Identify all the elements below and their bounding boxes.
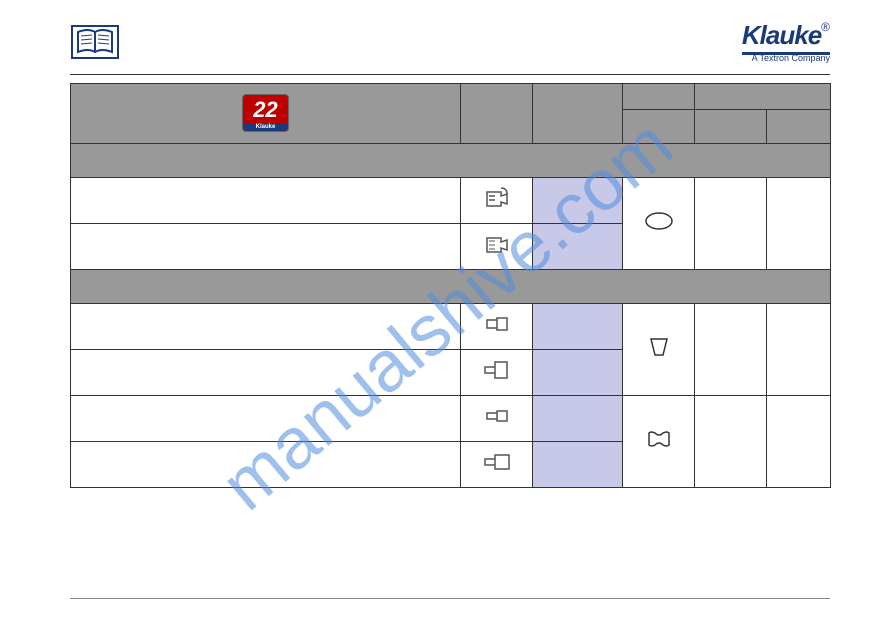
table-header-shape-top [623, 84, 695, 110]
table-row [71, 178, 831, 224]
cell-shaded [533, 396, 623, 442]
cell-icon [461, 350, 533, 396]
cell-main [71, 224, 461, 270]
cell-main [71, 304, 461, 350]
footer-divider [70, 598, 830, 599]
cell-shaded [533, 442, 623, 488]
page-header: Klauke® A Textron Company [70, 20, 830, 75]
butterfly-shape-icon [641, 425, 677, 453]
oval-shape-icon [641, 207, 677, 235]
brand-tagline: A Textron Company [742, 53, 830, 63]
cell-icon [461, 304, 533, 350]
cell-a [695, 396, 767, 488]
series-badge: 22 Klauke [242, 94, 288, 132]
ferrule-single-icon [481, 308, 513, 340]
section-divider [71, 270, 831, 304]
cell-shape [623, 178, 695, 270]
cell-main [71, 350, 461, 396]
table-row [71, 396, 831, 442]
cell-shaded [533, 304, 623, 350]
brand-reg-icon: ® [821, 20, 830, 34]
brand-name: Klauke [742, 20, 821, 50]
cell-b [767, 304, 831, 396]
spec-table: 22 Klauke [70, 83, 831, 488]
cell-b [767, 396, 831, 488]
cell-icon [461, 224, 533, 270]
page-container: Klauke® A Textron Company 22 Klauke [70, 20, 830, 599]
cell-shaded [533, 350, 623, 396]
trapezoid-shape-icon [641, 333, 677, 361]
clamp-open-icon [481, 182, 513, 214]
cell-main [71, 442, 461, 488]
cell-icon [461, 442, 533, 488]
cell-icon [461, 178, 533, 224]
table-header-icon [461, 84, 533, 144]
clamp-closed-icon [481, 228, 513, 260]
badge-sub: Klauke [243, 123, 287, 131]
cell-b [767, 178, 831, 270]
table-header-shape [623, 110, 695, 144]
cell-shaded [533, 178, 623, 224]
cell-shape [623, 304, 695, 396]
cell-a [695, 178, 767, 270]
table-header-a [695, 110, 767, 144]
cell-a [695, 304, 767, 396]
table-header-row: 22 Klauke [71, 84, 831, 110]
table-row [71, 304, 831, 350]
table-header-ab-top [695, 84, 831, 110]
badge-number: 22 [253, 97, 277, 122]
ferrule-twin-narrow-icon [481, 446, 513, 478]
cell-shape [623, 396, 695, 488]
table-header-shaded [533, 84, 623, 144]
cell-main [71, 396, 461, 442]
ferrule-twin-wide-icon [481, 354, 513, 386]
cell-shaded [533, 224, 623, 270]
table-header-main: 22 Klauke [71, 84, 461, 144]
cell-main [71, 178, 461, 224]
cell-icon [461, 396, 533, 442]
section-divider [71, 144, 831, 178]
ferrule-narrow-icon [481, 400, 513, 432]
brand-logo: Klauke® A Textron Company [742, 20, 830, 63]
table-header-b [767, 110, 831, 144]
manual-icon [70, 20, 120, 67]
